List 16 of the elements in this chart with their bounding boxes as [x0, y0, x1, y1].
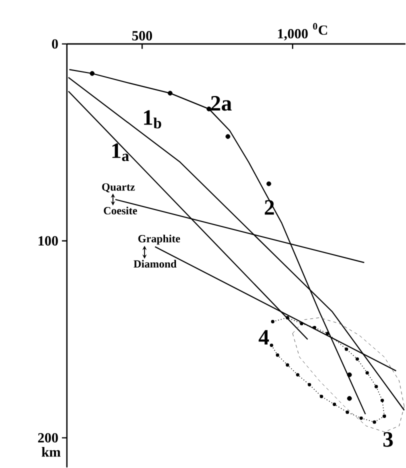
annotation: Coesite [104, 206, 138, 214]
annotation: 3 [383, 432, 393, 447]
annotation: 1$_{a}$ [112, 143, 129, 162]
annotation: Graphite [138, 234, 180, 245]
y-tick-label: 0 [52, 39, 58, 49]
x-axis-title: $^{0}$C [313, 22, 328, 35]
y-axis-title: km [42, 446, 60, 457]
annotation: 1$_{b}$ [144, 110, 162, 128]
y-tick-label: 100 [38, 236, 58, 246]
x-tick-label: 1,000 [278, 29, 308, 40]
annotation: 4 [258, 330, 269, 345]
y-tick-label: 200 [38, 433, 58, 443]
annotation: 2a [211, 96, 232, 111]
x-tick-label: 500 [132, 31, 152, 40]
annotation: Diamond [134, 260, 176, 268]
annotation: Quartz [102, 183, 135, 192]
